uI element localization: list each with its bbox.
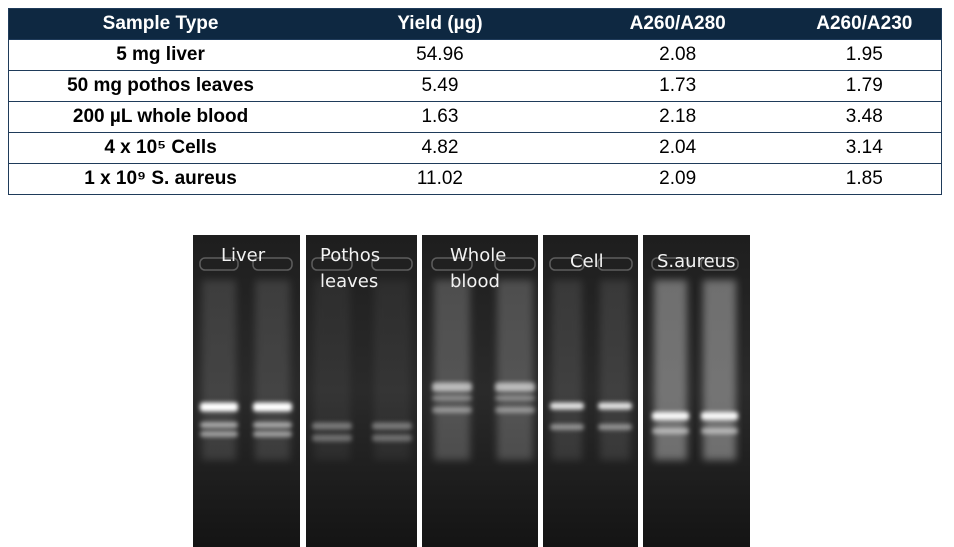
gel-label: leaves — [320, 271, 378, 292]
band — [598, 424, 632, 430]
smear — [552, 280, 582, 460]
smear — [434, 280, 470, 460]
table-body: 5 mg liver 54.96 2.08 1.95 50 mg pothos leav… — [8, 39, 942, 195]
table-cell: 1.79 — [787, 70, 942, 102]
table-cell: 200 µL whole blood — [8, 101, 313, 133]
band — [253, 402, 292, 412]
band — [701, 428, 738, 434]
band — [432, 407, 472, 413]
band — [432, 395, 472, 401]
well — [651, 257, 690, 271]
smear — [255, 280, 290, 460]
band — [495, 382, 535, 392]
band — [253, 422, 292, 428]
smear — [202, 280, 236, 460]
smear — [314, 280, 350, 460]
smear — [374, 280, 410, 460]
gel-label: Whole — [450, 245, 506, 266]
table-cell: 2.04 — [567, 132, 788, 164]
band — [652, 412, 689, 420]
gel-label: blood — [450, 271, 500, 292]
band — [495, 395, 535, 401]
band — [312, 422, 352, 430]
gel-label: S.aureus — [657, 251, 735, 272]
band — [200, 431, 238, 437]
band — [550, 402, 584, 410]
table-cell: 2.08 — [567, 39, 788, 71]
well — [597, 257, 633, 271]
gel-label: Cell — [570, 251, 604, 272]
well — [371, 257, 413, 271]
table-row: 50 mg pothos leaves 5.49 1.73 1.79 — [8, 70, 942, 102]
well — [199, 257, 239, 271]
band — [550, 424, 584, 430]
band — [495, 407, 535, 413]
table-row: 5 mg liver 54.96 2.08 1.95 — [8, 39, 942, 71]
band — [701, 412, 738, 420]
header-cell: Yield (µg) — [312, 8, 568, 40]
table-row: 200 µL whole blood 1.63 2.18 3.48 — [8, 101, 942, 133]
table-cell: 1.63 — [312, 101, 568, 133]
well — [700, 257, 739, 271]
well — [549, 257, 585, 271]
table-cell: 5 mg liver — [8, 39, 313, 71]
band — [372, 434, 412, 442]
header-row: Sample Type Yield (µg) A260/A280 A260/A230 — [8, 8, 942, 40]
table-row: 1 x 10⁹ S. aureus 11.02 2.09 1.85 — [8, 163, 942, 195]
well — [311, 257, 353, 271]
table-row: 4 x 10⁵ Cells 4.82 2.04 3.14 — [8, 132, 942, 164]
band — [312, 434, 352, 442]
band — [372, 422, 412, 430]
table-cell: 1.85 — [787, 163, 942, 195]
band — [432, 382, 472, 392]
table-cell: 2.09 — [567, 163, 788, 195]
band — [253, 431, 292, 437]
table-cell: 4 x 10⁵ Cells — [8, 132, 313, 164]
well — [494, 257, 536, 271]
band — [200, 422, 238, 428]
well — [252, 257, 293, 271]
well — [431, 257, 473, 271]
table-cell: 2.18 — [567, 101, 788, 133]
table-cell: 3.48 — [787, 101, 942, 133]
header-cell: A260/A280 — [567, 8, 788, 40]
table-cell: 1 x 10⁹ S. aureus — [8, 163, 313, 195]
smear — [600, 280, 630, 460]
band — [200, 402, 238, 412]
table-cell: 1.95 — [787, 39, 942, 71]
smear — [497, 280, 533, 460]
table-cell: 11.02 — [312, 163, 568, 195]
header-cell: Sample Type — [8, 8, 313, 40]
header-cell: A260/A230 — [787, 8, 942, 40]
table-cell: 4.82 — [312, 132, 568, 164]
gel-label: Pothos — [320, 245, 380, 266]
results-table: Sample Type Yield (µg) A260/A280 A260/A230 … — [8, 8, 942, 195]
band — [652, 428, 689, 434]
table-cell: 54.96 — [312, 39, 568, 71]
table-cell: 3.14 — [787, 132, 942, 164]
table-cell: 1.73 — [567, 70, 788, 102]
gel-label: Liver — [221, 245, 266, 266]
band — [598, 402, 632, 410]
table-cell: 50 mg pothos leaves — [8, 70, 313, 102]
table-cell: 5.49 — [312, 70, 568, 102]
